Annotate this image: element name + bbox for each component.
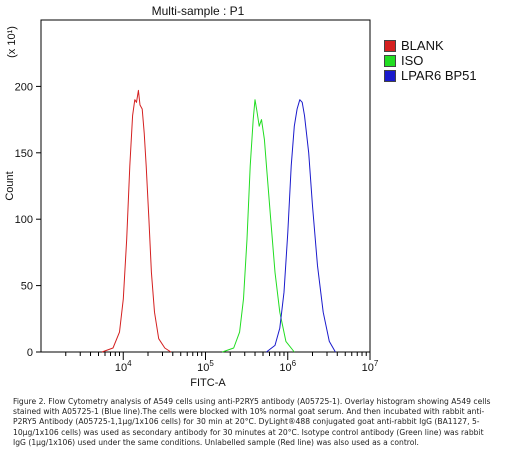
legend-swatch-blank [384, 39, 396, 52]
series-line-1 [222, 99, 295, 353]
chart-title: Multi-sample : P1 [152, 4, 245, 18]
x-tick-label: 105 [197, 359, 214, 374]
y-multiplier-text: (x 10¹) [6, 26, 18, 58]
y-tick-label: 50 [21, 281, 33, 293]
legend-label-iso: ISO [401, 53, 424, 68]
figure-caption: Figure 2. Flow Cytometry analysis of A54… [13, 397, 491, 447]
legend-item-iso: ISO [384, 53, 477, 68]
legend-label-lpar6: LPAR6 BP51 [401, 68, 477, 83]
y-multiplier-label: (x 10¹) [6, 26, 18, 58]
x-tick-label: 106 [279, 359, 296, 374]
y-axis-label: Count [4, 171, 16, 200]
legend-item-lpar6: LPAR6 BP51 [384, 68, 477, 83]
legend-label-blank: BLANK [401, 38, 444, 53]
y-tick-label: 150 [15, 148, 33, 160]
legend-swatch-lpar6 [384, 69, 396, 82]
x-tick-label: 104 [115, 359, 132, 374]
x-tick-label: 107 [362, 359, 379, 374]
series-line-2 [266, 99, 336, 353]
chart-legend: BLANK ISO LPAR6 BP51 [384, 38, 477, 83]
legend-item-blank: BLANK [384, 38, 477, 53]
y-tick-label: 0 [27, 347, 33, 359]
y-tick-label: 100 [15, 214, 33, 226]
series-line-0 [101, 89, 172, 353]
y-tick-label: 200 [15, 81, 33, 93]
x-axis-label: FITC-A [190, 377, 226, 389]
legend-swatch-iso [384, 54, 396, 67]
plot-frame [40, 19, 371, 353]
